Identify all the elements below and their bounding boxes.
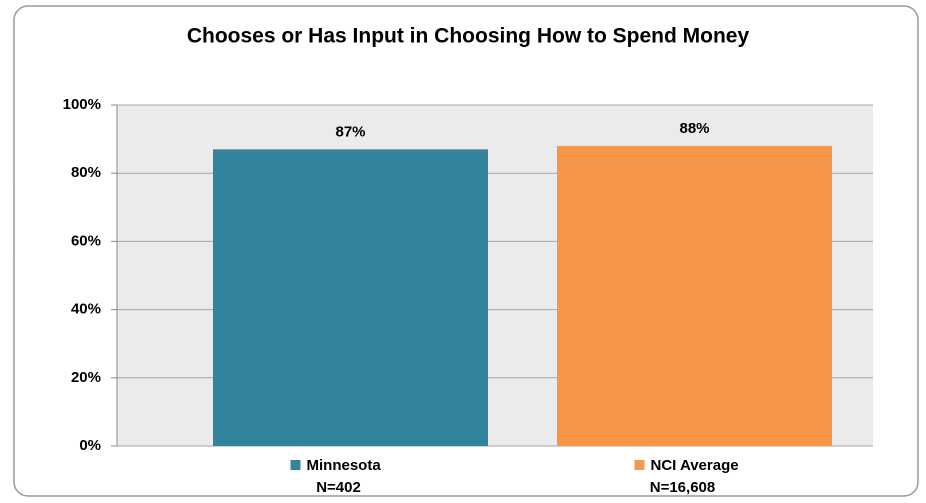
y-tick-label: 60% xyxy=(71,232,101,249)
bar xyxy=(213,149,488,446)
y-tick-label: 20% xyxy=(71,369,101,386)
category-note: N=402 xyxy=(316,479,361,496)
y-tick-label: 80% xyxy=(71,164,101,181)
value-label: 88% xyxy=(679,120,709,137)
value-label: 87% xyxy=(335,123,365,140)
legend-label: NCI Average xyxy=(651,457,739,474)
legend-swatch xyxy=(634,460,645,470)
y-tick-label: 40% xyxy=(71,301,101,318)
y-tick-label: 0% xyxy=(79,437,101,454)
y-tick-label: 100% xyxy=(63,96,101,113)
legend-label: Minnesota xyxy=(307,457,382,474)
legend-swatch xyxy=(290,460,301,470)
category-note: N=16,608 xyxy=(650,479,715,496)
bar xyxy=(557,145,832,447)
chart-title: Chooses or Has Input in Choosing How to … xyxy=(187,25,750,48)
